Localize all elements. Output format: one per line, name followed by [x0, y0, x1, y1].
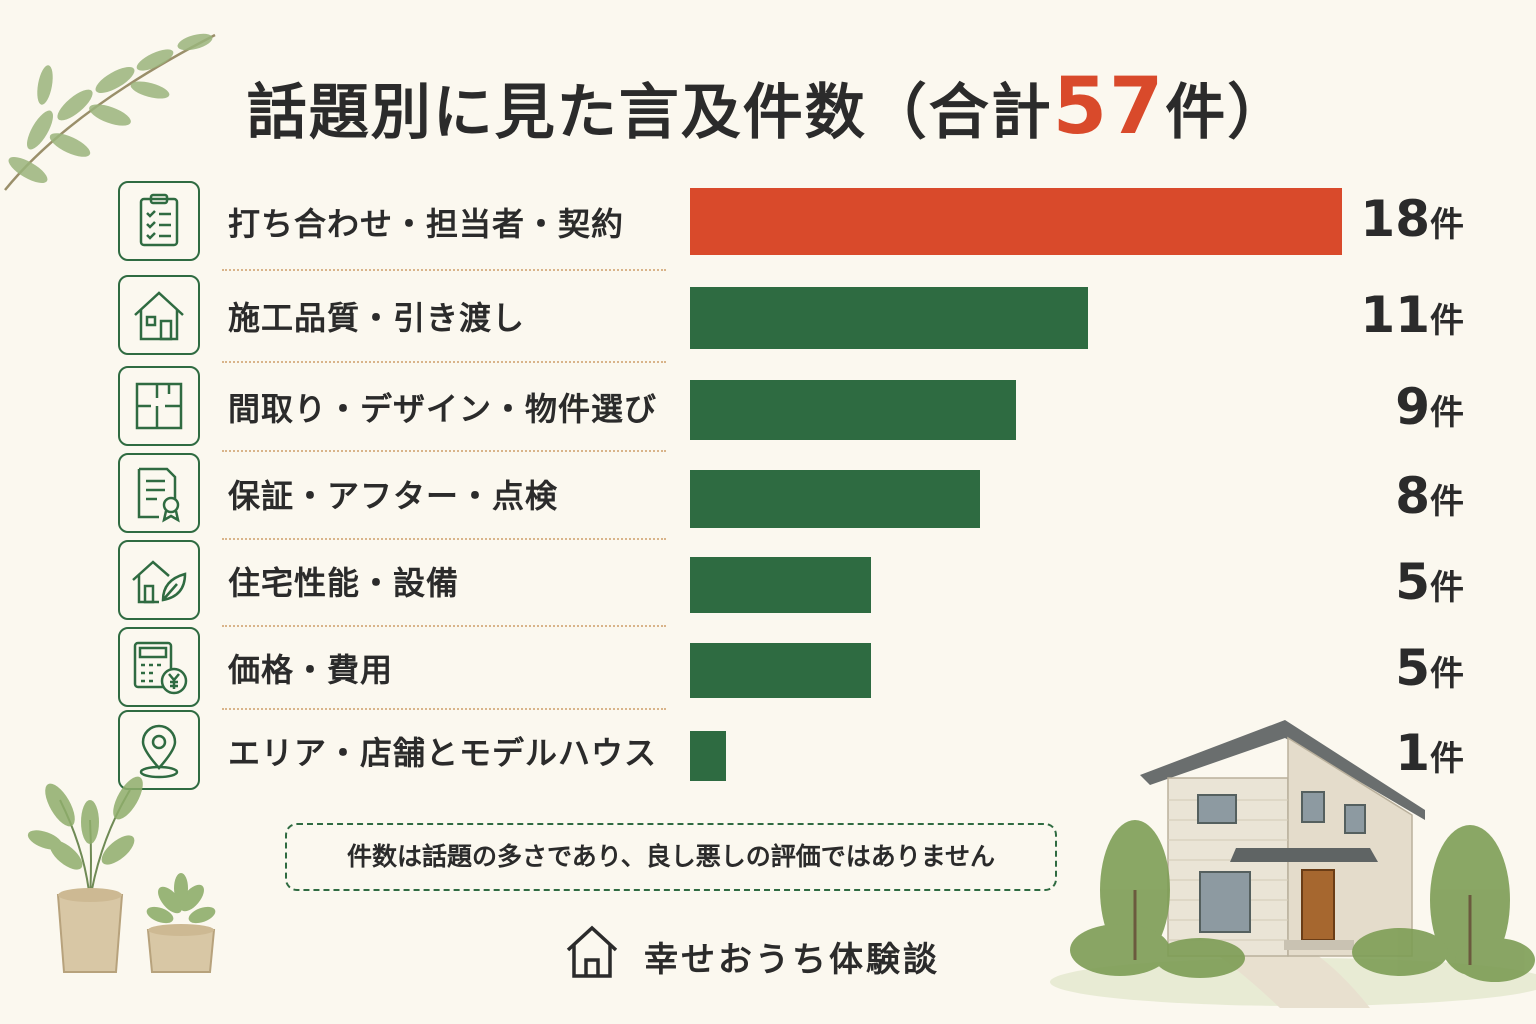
category-label: 保証・アフター・点検 [228, 477, 559, 515]
bar [690, 731, 726, 781]
row-divider [222, 450, 666, 452]
clipboard-checklist-icon [118, 181, 200, 261]
value-number: 18 [1360, 189, 1430, 248]
value-label: 18件 [1360, 190, 1464, 248]
row-divider [222, 625, 666, 627]
value-number: 11 [1360, 286, 1430, 344]
title-prefix: 話題別に見た言及件数（合計 [246, 78, 1053, 148]
row-divider [222, 538, 666, 540]
floor-plan-icon [118, 366, 200, 446]
title-suffix: 件） [1165, 78, 1290, 148]
value-label: 9件 [1395, 378, 1464, 436]
map-pin-icon [118, 710, 200, 790]
chart-row: 住宅性能・設備 [118, 540, 1536, 620]
value-number: 5 [1395, 553, 1430, 611]
category-label: 打ち合わせ・担当者・契約 [228, 205, 625, 243]
house-illustration [1050, 720, 1536, 1008]
chart-row: 施工品質・引き渡し [118, 275, 1536, 355]
value-unit: 件 [1430, 653, 1464, 694]
value-unit: 件 [1430, 301, 1464, 341]
value-number: 5 [1395, 638, 1430, 697]
category-label: 住宅性能・設備 [228, 564, 460, 602]
chart-row: 打ち合わせ・担当者・契約 [118, 181, 1536, 261]
value-unit: 件 [1430, 568, 1464, 608]
value-unit: 件 [1430, 204, 1464, 245]
row-divider [222, 708, 666, 710]
chart-row: 価格・費用 [118, 627, 1536, 707]
row-divider [222, 269, 666, 271]
bar [690, 557, 871, 613]
value-unit: 件 [1430, 739, 1464, 779]
category-label: 価格・費用 [228, 651, 394, 689]
title-total: 57 [1052, 62, 1166, 152]
certificate-icon [118, 453, 200, 533]
category-label: 施工品質・引き渡し [228, 299, 526, 337]
row-divider [222, 361, 666, 363]
chart-row: 保証・アフター・点検 [118, 453, 1536, 533]
value-label: 8件 [1395, 467, 1464, 525]
category-label: エリア・店舗とモデルハウス [228, 734, 658, 772]
chart-title: 話題別に見た言及件数（合計57件） [0, 62, 1536, 158]
value-label: 11件 [1360, 286, 1464, 344]
note-box: 件数は話題の多さであり、良し悪しの評価ではありません [285, 823, 1057, 891]
value-label: 1件 [1395, 724, 1464, 782]
bar [690, 380, 1016, 440]
value-unit: 件 [1430, 482, 1464, 522]
bar [690, 470, 980, 528]
value-number: 1 [1395, 724, 1430, 782]
potted-plants-decoration [27, 776, 216, 973]
calculator-yen-icon [118, 627, 200, 707]
value-number: 9 [1395, 378, 1430, 436]
house-outline-icon [566, 925, 618, 978]
bar [690, 287, 1088, 349]
value-label: 5件 [1395, 553, 1464, 611]
value-number: 8 [1395, 467, 1430, 525]
chart-row: エリア・店舗とモデルハウス [118, 710, 1536, 790]
eco-house-leaf-icon [118, 540, 200, 620]
leaf-branch-decoration [4, 33, 216, 191]
brand-name: 幸せおうち体験談 [644, 940, 940, 980]
bar [690, 188, 1342, 255]
bar [690, 643, 871, 698]
category-label: 間取り・デザイン・物件選び [228, 390, 658, 428]
chart-row: 間取り・デザイン・物件選び [118, 366, 1536, 446]
value-unit: 件 [1430, 393, 1464, 433]
house-icon [118, 275, 200, 355]
value-label: 5件 [1395, 639, 1464, 697]
